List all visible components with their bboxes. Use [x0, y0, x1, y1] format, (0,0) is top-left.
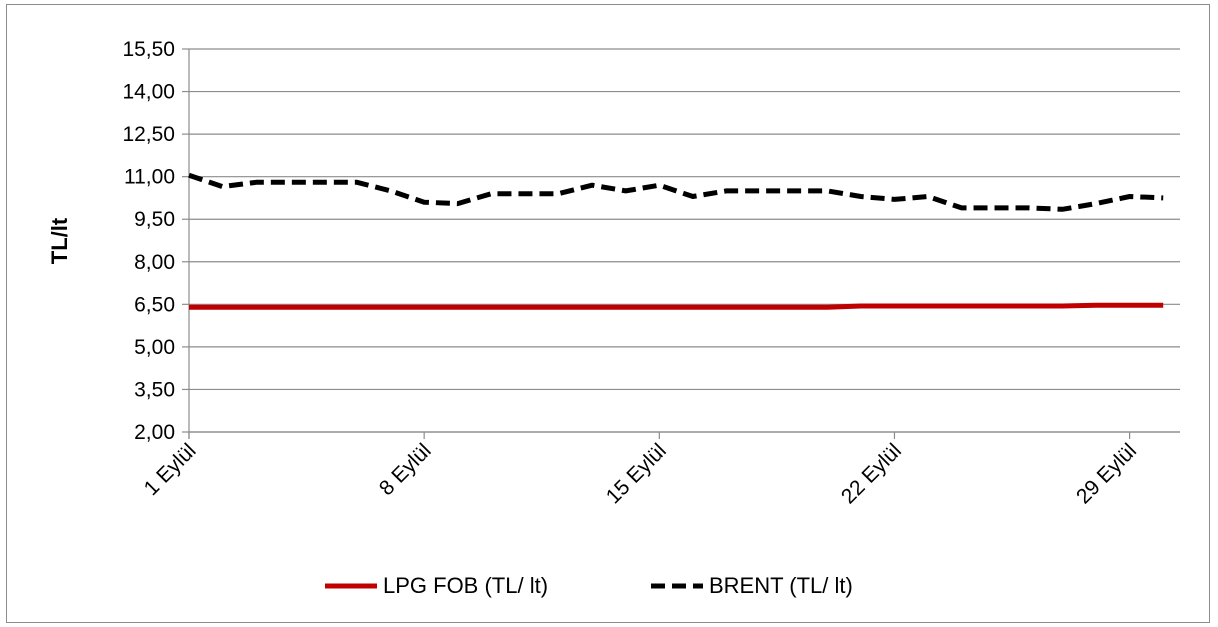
x-tick-label: 29 Eylül — [1072, 439, 1141, 508]
y-axis-title: TL/lt — [47, 217, 72, 264]
series-lines — [188, 172, 1164, 310]
x-tick-label: 22 Eylül — [837, 439, 906, 508]
legend-label: BRENT (TL/ lt) — [709, 573, 853, 598]
y-tick-label: 5,00 — [134, 336, 175, 359]
lpg-fob-series-line — [189, 302, 1164, 310]
brent-series-line — [188, 172, 1164, 212]
y-tick-labels: 2,00 3,50 5,00 6,50 8,00 9,50 11,00 12,50 14,00 1… — [122, 38, 175, 444]
gridlines — [189, 48, 1180, 433]
y-tick-label: 12,50 — [122, 123, 175, 146]
y-tick-label: 3,50 — [134, 378, 175, 401]
x-tick-labels: 1 Eylül 8 Eylül 15 Eylül 22 Eylül 29 Eylül — [140, 439, 1141, 508]
y-tick-label: 2,00 — [134, 421, 175, 444]
chart-frame: 2,00 3,50 5,00 6,50 8,00 9,50 11,00 12,50 14,00 1… — [6, 4, 1210, 623]
legend: LPG FOB (TL/ lt) BRENT (TL/ lt) — [325, 573, 853, 598]
x-tick-label: 15 Eylül — [602, 439, 671, 508]
y-tick-label: 14,00 — [122, 81, 175, 104]
y-tick-label: 6,50 — [134, 293, 175, 316]
x-tick-label: 1 Eylül — [140, 439, 201, 500]
line-chart: 2,00 3,50 5,00 6,50 8,00 9,50 11,00 12,50 14,00 1… — [47, 38, 1180, 598]
axes — [182, 48, 1180, 439]
legend-label: LPG FOB (TL/ lt) — [383, 573, 548, 598]
y-tick-label: 15,50 — [122, 38, 175, 61]
y-tick-label: 9,50 — [134, 208, 175, 231]
x-tick-label: 8 Eylül — [375, 439, 436, 500]
y-tick-label: 11,00 — [124, 166, 175, 189]
y-tick-label: 8,00 — [134, 251, 175, 274]
